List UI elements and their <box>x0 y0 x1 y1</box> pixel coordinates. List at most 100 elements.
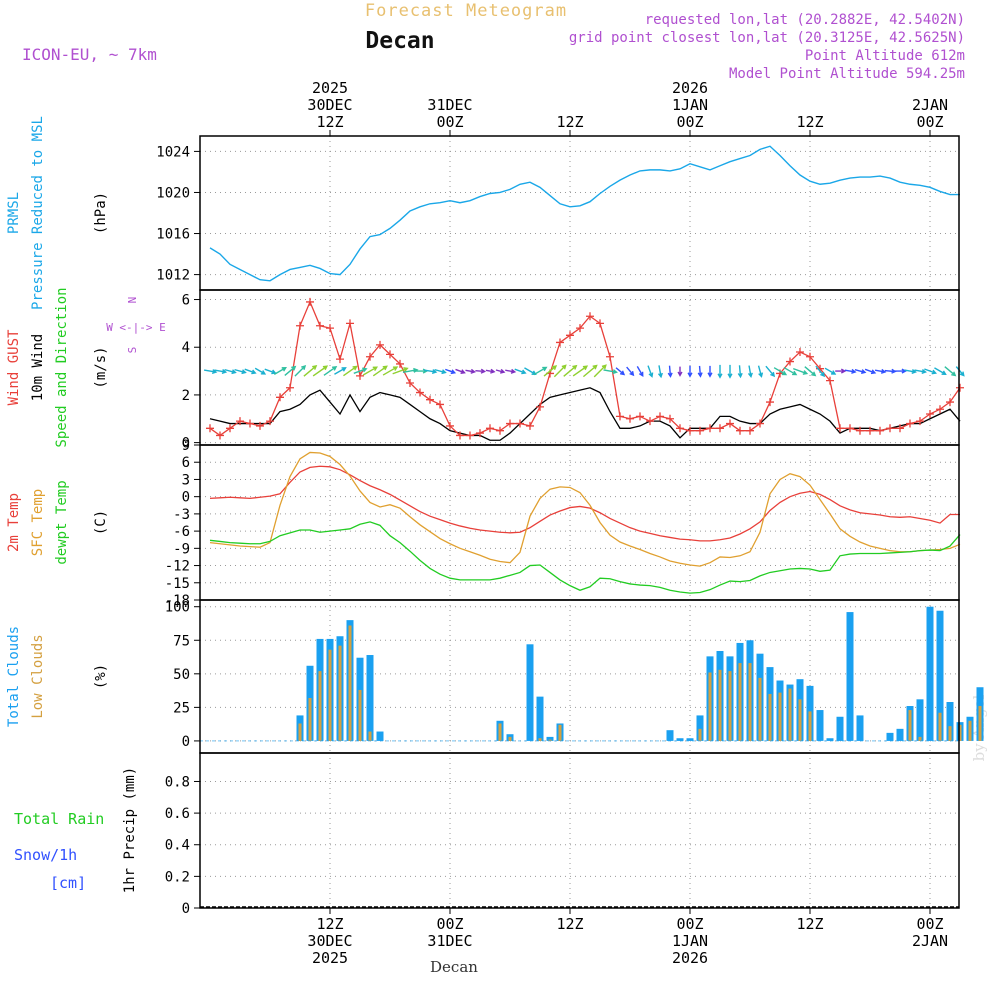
wind-gust-marker <box>876 426 884 435</box>
top-time-label: 1JAN <box>672 96 708 114</box>
low-cloud-bar <box>808 711 812 741</box>
panel-unit: (m/s) <box>93 346 109 388</box>
low-cloud-bar <box>328 649 332 741</box>
wind-gust-marker <box>256 421 264 430</box>
bottom-time-label: 12Z <box>556 915 583 933</box>
low-cloud-bar <box>778 692 782 741</box>
wind-direction-arrow <box>854 369 867 375</box>
top-time-label: 2JAN <box>912 96 948 114</box>
low-cloud-bar <box>368 731 372 741</box>
wind-direction-arrow <box>792 367 809 375</box>
total-cloud-bar <box>376 731 384 741</box>
y-tick-label: 0 <box>182 490 190 506</box>
footer-location: Decan <box>430 958 478 976</box>
wind-direction-arrow <box>944 366 957 377</box>
wind-gust-marker <box>706 424 714 433</box>
wind-direction-arrow <box>955 366 965 377</box>
wind-gust-marker <box>586 312 594 321</box>
point-altitude: Point Altitude 612m <box>805 48 965 64</box>
wind-gust-marker <box>246 419 254 428</box>
y-tick-label: -6 <box>173 524 190 540</box>
wind-gust-marker <box>956 383 964 392</box>
compass-rose: N W <-|-> E S <box>106 297 166 354</box>
wind-direction-arrow <box>914 369 927 374</box>
low-cloud-bar <box>718 669 722 741</box>
bottom-time-label: 30DEC <box>307 932 352 950</box>
wind-gust-marker <box>726 419 734 428</box>
wind-gust-marker <box>936 405 944 414</box>
location-title: Decan <box>365 28 434 54</box>
wind-gust-marker <box>486 424 494 433</box>
total-cloud-bar <box>536 696 544 741</box>
wind-gust-marker <box>466 431 474 440</box>
wind-direction-arrow <box>737 365 743 379</box>
wind-gust-marker <box>456 431 464 440</box>
plot-layer: 1012 1016 1020 1024 PRMSL Pressure Reduced to… <box>6 79 984 967</box>
panel-frame <box>199 599 960 754</box>
wind-gust-marker <box>656 412 664 421</box>
y-tick-label: 1024 <box>156 144 190 160</box>
panel-label: PRMSL <box>6 192 22 234</box>
low-cloud-bar <box>558 724 562 741</box>
top-time-label: 00Z <box>676 113 703 131</box>
wind-gust-marker <box>916 417 924 426</box>
bottom-time-label: 00Z <box>916 915 943 933</box>
wind-gust-marker <box>796 348 804 356</box>
wind-gust-marker <box>496 426 504 435</box>
wind-direction-arrow <box>264 368 277 375</box>
bottom-time-label: 2JAN <box>912 932 948 950</box>
low-cloud-bar <box>308 697 312 741</box>
low-cloud-bar <box>738 663 742 741</box>
total-cloud-bar <box>816 710 824 741</box>
total-cloud-bar <box>546 736 554 741</box>
panel-unit: (C) <box>93 510 109 535</box>
low-cloud-bar <box>758 677 762 741</box>
wind-gust-marker <box>506 419 514 428</box>
wind-gust-marker <box>906 419 914 428</box>
wind-gust-marker <box>736 426 744 435</box>
wind-gust-marker <box>286 383 294 392</box>
y-tick-label: 2 <box>182 388 190 404</box>
wind-direction-arrow <box>765 365 776 378</box>
y-tick-label: 3 <box>182 472 190 488</box>
wind-gust-marker <box>226 424 234 433</box>
wind-gust-marker <box>536 402 544 411</box>
wind-gust-marker <box>556 338 564 347</box>
wind-direction-arrow <box>727 364 733 379</box>
wind-direction-arrow <box>244 368 257 375</box>
wind-direction-arrow <box>294 364 307 377</box>
model-label: ICON-EU, ~ 7km <box>22 45 157 64</box>
y-tick-label: 0 <box>182 436 190 452</box>
wind-gust-marker <box>686 426 694 435</box>
wind-gust-marker <box>856 426 864 435</box>
wind-direction-arrow <box>353 367 368 374</box>
wind-direction-arrow <box>804 366 817 377</box>
wind-direction-arrow <box>214 369 228 375</box>
wind-gust-marker <box>346 319 354 328</box>
wind-direction-arrow <box>475 368 487 374</box>
wind-direction-arrow <box>773 367 788 376</box>
wind-direction-arrow <box>593 364 607 378</box>
wind-gust-marker <box>326 324 334 333</box>
low-cloud-bar <box>978 706 982 741</box>
y-tick-label: 6 <box>182 293 190 309</box>
wind-direction-arrow <box>687 365 693 378</box>
bottom-time-label: 00Z <box>676 915 703 933</box>
wind-gust-marker <box>766 398 774 407</box>
panel-label: Snow/1h <box>14 846 77 864</box>
wind-gust-marker <box>826 376 834 385</box>
wind-gust-marker <box>946 398 954 407</box>
low-cloud-bar <box>728 671 732 741</box>
low-cloud-bar <box>498 723 502 741</box>
low-cloud-bar <box>338 645 342 741</box>
wind-gust-marker <box>276 393 284 402</box>
wind-gust-marker <box>616 412 624 421</box>
wind-direction-arrow <box>707 365 713 378</box>
panel-label: Wind GUST <box>6 329 22 405</box>
wind-gust-marker <box>926 410 934 418</box>
wind-gust-marker <box>396 359 404 368</box>
wind-direction-arrow <box>783 366 798 376</box>
y-tick-label: -9 <box>173 541 190 557</box>
wind-direction-arrow <box>884 368 897 374</box>
wind-direction-arrow <box>533 366 548 376</box>
